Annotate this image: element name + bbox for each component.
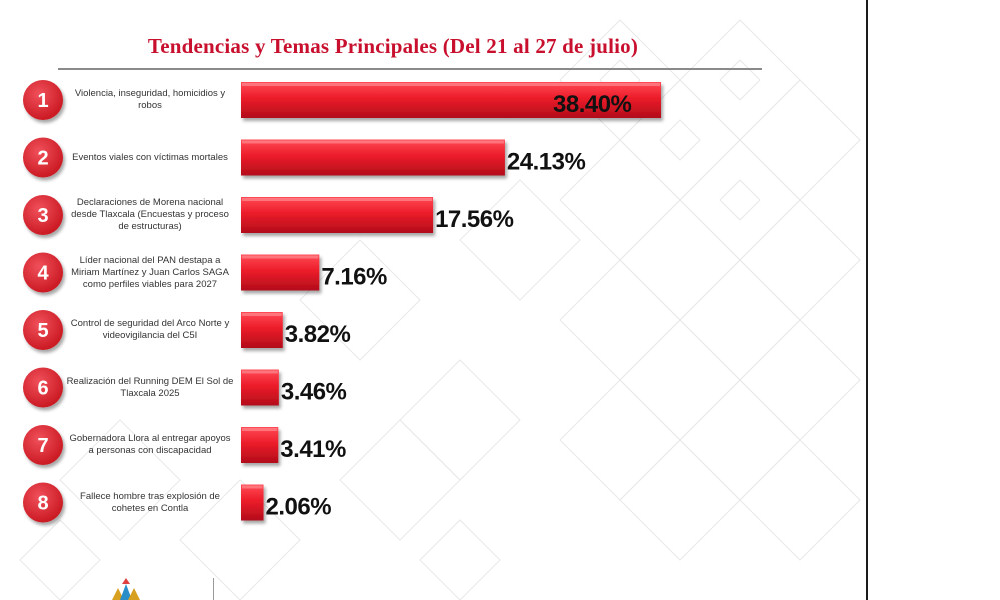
- category-label: Violencia, inseguridad, homicidios y rob…: [74, 88, 226, 111]
- logo-divider: [213, 578, 214, 600]
- bar: [241, 484, 264, 521]
- bar: [241, 82, 661, 118]
- rank-circle: [23, 80, 63, 120]
- value-label: 3.82%: [285, 321, 351, 348]
- category-label: Realización del Running DEM El Sol de Tl…: [66, 375, 234, 399]
- value-label: 3.41%: [280, 436, 346, 463]
- bar: [241, 427, 279, 463]
- bar-highlight: [242, 313, 282, 316]
- bar-highlight: [242, 370, 278, 374]
- rank-circle: [23, 367, 63, 408]
- bar: [241, 312, 283, 348]
- rank-number: 8: [37, 493, 48, 515]
- rank-circle: [23, 482, 63, 523]
- rank-number: 1: [37, 90, 48, 112]
- category-label: Declaraciones de Morena nacional desde T…: [71, 197, 229, 232]
- background-pattern: [19, 19, 861, 600]
- organization-logo: [112, 578, 140, 600]
- bar-highlight: [242, 198, 433, 201]
- value-label: 17.56%: [435, 206, 514, 233]
- rank-circle: [23, 425, 63, 465]
- rank-circle: [23, 252, 63, 293]
- rank-number: 6: [37, 378, 48, 400]
- value-label: 2.06%: [266, 494, 332, 521]
- bar-highlight: [242, 255, 319, 259]
- bar: [241, 139, 505, 176]
- rank-number: 4: [37, 263, 49, 285]
- category-label: Gobernadora Llora al entregar apoyos a p…: [69, 433, 231, 456]
- category-label: Eventos viales con víctimas mortales: [72, 151, 228, 163]
- value-label: 24.13%: [507, 149, 586, 176]
- rank-circle: [23, 137, 63, 178]
- rank-circle: [23, 195, 63, 235]
- title-divider: [58, 68, 762, 70]
- value-label: 38.40%: [553, 91, 632, 118]
- bar-highlight: [242, 140, 504, 144]
- value-label: 7.16%: [321, 264, 387, 291]
- rank-number: 3: [37, 205, 48, 227]
- bar-highlight: [242, 83, 660, 86]
- category-label: Control de seguridad del Arco Norte y vi…: [70, 318, 230, 341]
- bar-highlight: [242, 428, 278, 431]
- rank-number: 2: [37, 148, 48, 170]
- rank-number: 5: [37, 320, 48, 342]
- right-border: [866, 0, 868, 600]
- category-label: Líder nacional del PAN destapa a Miriam …: [71, 254, 229, 290]
- category-label: Fallece hombre tras explosión de cohetes…: [80, 490, 220, 514]
- bar: [241, 254, 320, 291]
- value-label: 3.46%: [281, 379, 347, 406]
- rank-circle: [23, 310, 63, 350]
- bar: [241, 369, 279, 406]
- bar-chart: 1 38.40% 2 24.13% 3 17.56% 4 7.16% 5 3.82% 6 3.46% 7…: [23, 80, 661, 523]
- chart-title: Tendencias y Temas Principales (Del 21 a…: [147, 34, 639, 58]
- bar-highlight: [242, 485, 263, 489]
- rank-number: 7: [37, 435, 48, 457]
- bar: [241, 197, 434, 233]
